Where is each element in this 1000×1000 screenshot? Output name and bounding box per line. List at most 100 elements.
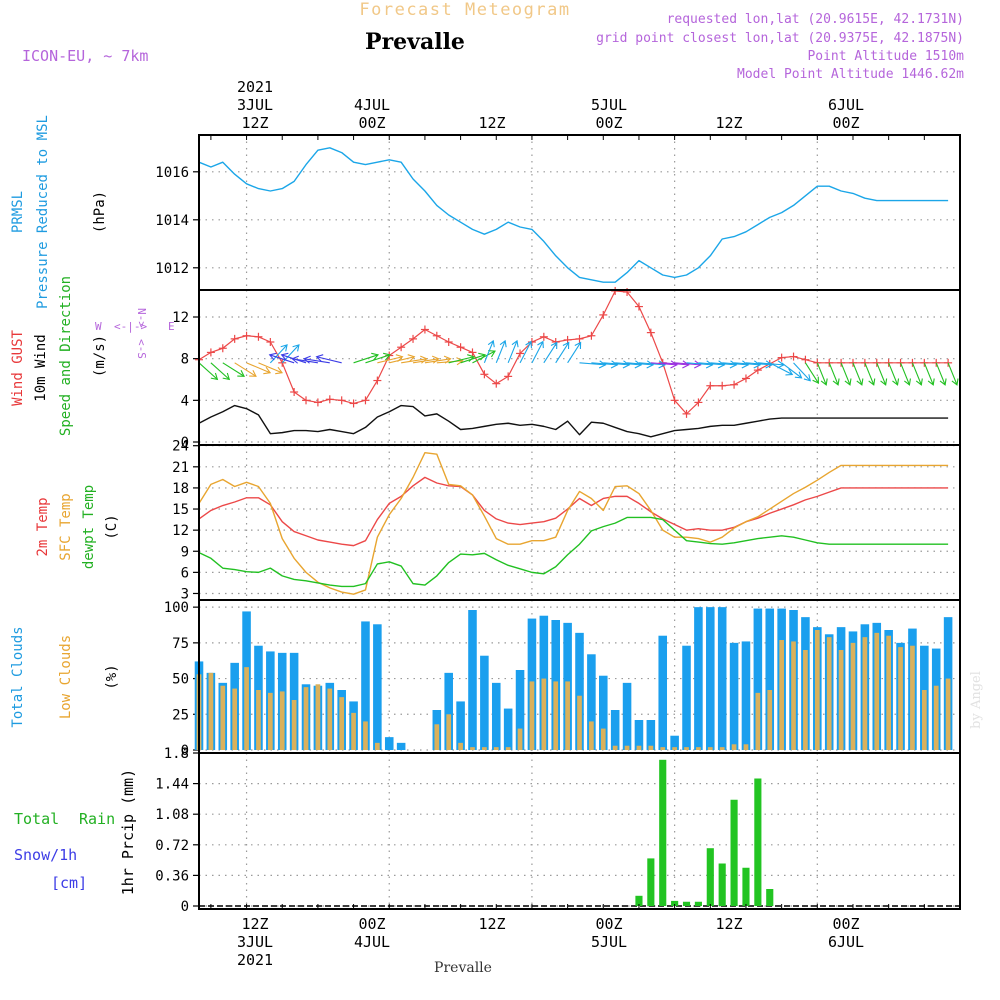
wind-direction-arrow — [888, 362, 900, 386]
t2m-label: 2m Temp — [35, 497, 51, 556]
arrow-head — [868, 378, 876, 386]
arrow-shaft — [888, 362, 899, 386]
wind-direction-arrow — [531, 340, 544, 364]
wind-gust-marker — [646, 328, 655, 337]
y-tick-label: 0 — [181, 899, 189, 915]
y-tick-label: 75 — [172, 636, 189, 652]
cloud-unit-label: (%) — [104, 664, 120, 689]
arrow-shaft — [269, 344, 288, 364]
arrow-shaft — [781, 362, 802, 379]
low-cloud-bar — [279, 691, 285, 750]
arrow-shaft — [304, 358, 330, 364]
wind-panel-labels: Wind GUST 10m Wind Speed and Direction (… — [10, 276, 175, 436]
panel-frames — [198, 134, 961, 910]
arrow-head — [280, 352, 289, 361]
precip-bar — [659, 759, 667, 906]
wind-direction-arrow — [507, 339, 519, 364]
wind-gust-marker — [801, 355, 810, 364]
y-tick-label: 1.44 — [155, 777, 189, 793]
low-cloud-bar — [375, 742, 380, 750]
low-cloud-bar — [303, 687, 309, 750]
wind-10m-label: 10m Wind — [33, 334, 49, 401]
chart-supertitle: Forecast Meteogram — [359, 0, 570, 20]
arrow-shaft — [483, 340, 494, 364]
bottom-time-axis: 12Z 3JUL 2021 00Z 4JUL 12Z 00Z 5JUL 12Z … — [237, 915, 864, 969]
y-tick-label: 12 — [172, 523, 189, 539]
total-cloud-bar — [587, 654, 596, 750]
wind-gust-marker — [670, 396, 679, 405]
arrow-shaft — [519, 341, 532, 364]
prmsl-label: PRMSL — [10, 191, 26, 233]
wind-direction-arrow — [781, 362, 803, 379]
wind-gust-marker — [432, 331, 441, 340]
y-tick-label: 1.8 — [164, 746, 189, 762]
arrow-head — [574, 341, 582, 350]
wind-direction-arrow — [365, 352, 391, 364]
arrow-head — [658, 360, 666, 369]
wind-direction-arrow — [627, 360, 655, 369]
wind-gust-marker — [242, 331, 251, 340]
arrow-head — [511, 339, 519, 348]
arrow-shaft — [495, 340, 506, 364]
wind-gust-marker — [361, 396, 370, 405]
top-year-label: 2021 — [237, 78, 273, 96]
arrow-shaft — [507, 340, 518, 364]
arrow-head — [263, 366, 272, 375]
arrow-shaft — [603, 362, 630, 366]
arrow-shaft — [543, 342, 558, 364]
wind-direction-arrow — [852, 362, 864, 386]
arrow-shaft — [769, 362, 793, 376]
arrow-head — [487, 339, 495, 348]
wind-direction-arrow — [793, 362, 811, 382]
total-cloud-bar — [729, 642, 739, 750]
wind-gust-marker — [741, 374, 750, 383]
low-cloud-bar — [363, 721, 368, 750]
top-hour-label-1: 12Z — [241, 114, 268, 132]
wind-direction-arrow — [495, 339, 507, 364]
low-cloud-bar — [767, 690, 773, 750]
wind-gust-label: Wind GUST — [10, 330, 26, 406]
wind-direction-arrow — [840, 362, 852, 386]
total-cloud-bar — [491, 682, 501, 750]
wind-direction-arrow — [210, 362, 231, 381]
y-tick-label: 8 — [181, 352, 189, 368]
arrow-head — [717, 360, 726, 369]
total-cloud-bar — [741, 641, 751, 750]
low-cloud-bar — [636, 745, 642, 750]
arrow-shaft — [472, 350, 496, 364]
arrow-shaft — [424, 358, 451, 364]
total-cloud-bar — [610, 710, 620, 750]
arrow-head — [729, 360, 738, 369]
wind-gust-marker — [634, 302, 643, 311]
total-cloud-bar — [634, 720, 644, 750]
low-cloud-bar — [256, 690, 261, 750]
bottom-hour-label-4: 00Z — [595, 915, 622, 933]
wind-gust-marker — [777, 353, 786, 362]
bottom-hour-label-1: 12Z — [241, 915, 268, 933]
arrow-shaft — [722, 362, 749, 366]
y-tick-label: 0 — [181, 435, 189, 451]
wind-direction-arrow — [638, 360, 666, 369]
arrow-head — [694, 360, 702, 369]
arrow-shaft — [246, 362, 271, 374]
arrow-head — [383, 352, 391, 361]
wind-gust-marker — [527, 338, 536, 346]
low-cloud-bar — [755, 692, 761, 750]
arrow-head — [525, 340, 532, 349]
arrow-head — [951, 378, 959, 386]
cloud-panel-labels: Total Clouds Low Clouds (%) — [10, 626, 120, 727]
wind-gust-marker — [456, 343, 465, 352]
y-tick-label: 50 — [172, 672, 189, 688]
total-cloud-bar — [694, 607, 703, 750]
wind-gust-marker — [313, 398, 322, 407]
arrow-head — [765, 360, 773, 369]
low-cloud-bar — [446, 714, 452, 750]
arrow-shaft — [401, 358, 427, 364]
y-tick-label: 21 — [172, 460, 189, 476]
low-cloud-bar — [565, 681, 570, 750]
arrow-shaft — [234, 362, 257, 377]
wind-direction-arrow — [615, 360, 643, 369]
arrow-head — [622, 360, 631, 369]
wind-direction-arrow — [436, 357, 464, 366]
